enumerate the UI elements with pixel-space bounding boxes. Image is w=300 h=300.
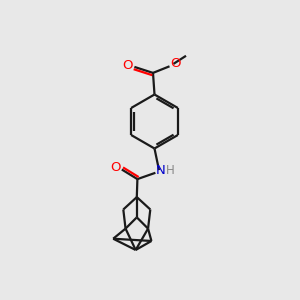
- Text: N: N: [155, 164, 165, 177]
- Text: H: H: [166, 164, 175, 177]
- Text: O: O: [123, 58, 133, 72]
- Text: O: O: [110, 161, 121, 174]
- Text: O: O: [171, 57, 181, 70]
